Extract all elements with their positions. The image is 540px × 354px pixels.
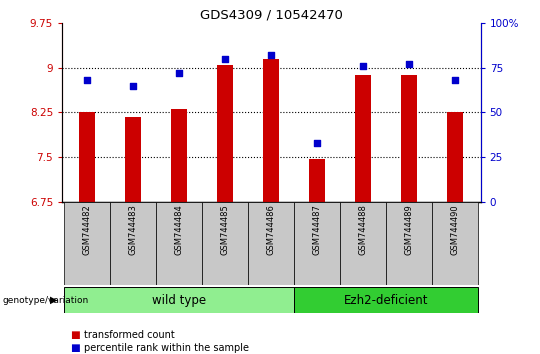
Bar bbox=[202, 202, 248, 285]
Bar bbox=[79, 113, 96, 202]
Bar bbox=[125, 116, 141, 202]
Text: genotype/variation: genotype/variation bbox=[3, 296, 89, 304]
Text: GSM744482: GSM744482 bbox=[83, 204, 92, 255]
Text: GSM744487: GSM744487 bbox=[313, 204, 322, 255]
Bar bbox=[294, 287, 478, 313]
Point bbox=[451, 78, 460, 83]
Text: ■: ■ bbox=[70, 330, 80, 339]
Text: GSM744486: GSM744486 bbox=[267, 204, 276, 255]
Bar bbox=[355, 75, 372, 202]
Bar bbox=[64, 202, 110, 285]
Bar bbox=[386, 202, 433, 285]
Title: GDS4309 / 10542470: GDS4309 / 10542470 bbox=[200, 9, 343, 22]
Text: ■: ■ bbox=[70, 343, 80, 353]
Bar bbox=[447, 113, 463, 202]
Bar bbox=[401, 75, 417, 202]
Text: GSM744483: GSM744483 bbox=[129, 204, 138, 255]
Text: GSM744484: GSM744484 bbox=[175, 204, 184, 255]
Text: transformed count: transformed count bbox=[84, 330, 174, 339]
Bar bbox=[294, 202, 340, 285]
Bar bbox=[433, 202, 478, 285]
Point bbox=[175, 70, 184, 76]
Point bbox=[313, 140, 322, 145]
Point bbox=[83, 78, 92, 83]
Bar bbox=[171, 109, 187, 202]
Bar bbox=[309, 159, 326, 202]
Point bbox=[129, 83, 138, 88]
Point bbox=[359, 63, 368, 69]
Point bbox=[405, 61, 414, 67]
Bar bbox=[340, 202, 386, 285]
Text: GSM744489: GSM744489 bbox=[405, 204, 414, 255]
Text: percentile rank within the sample: percentile rank within the sample bbox=[84, 343, 249, 353]
Text: GSM744488: GSM744488 bbox=[359, 204, 368, 255]
Text: Ezh2-deficient: Ezh2-deficient bbox=[344, 293, 429, 307]
Bar bbox=[157, 202, 202, 285]
Text: GSM744485: GSM744485 bbox=[221, 204, 230, 255]
Point bbox=[267, 52, 275, 58]
Bar bbox=[264, 59, 279, 202]
Bar bbox=[217, 65, 233, 202]
Bar bbox=[110, 202, 157, 285]
Point bbox=[221, 56, 230, 62]
Text: GSM744490: GSM744490 bbox=[451, 204, 460, 255]
Bar bbox=[248, 202, 294, 285]
Text: wild type: wild type bbox=[152, 293, 206, 307]
Bar bbox=[64, 287, 294, 313]
Text: ▶: ▶ bbox=[50, 295, 58, 305]
